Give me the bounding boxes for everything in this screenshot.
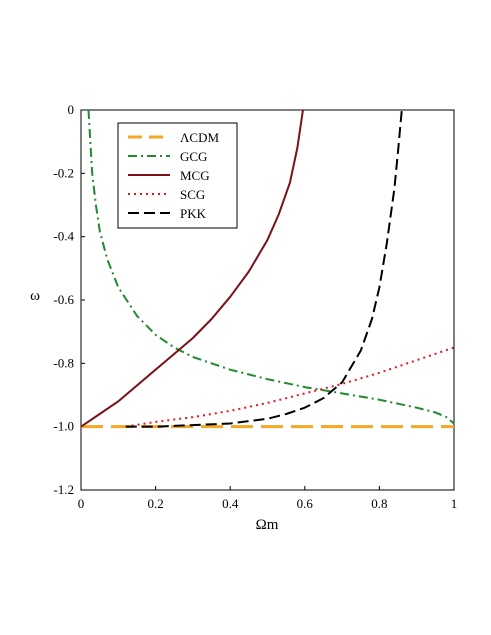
legend-label: MCG (180, 168, 210, 183)
x-tick-label: 1 (451, 496, 458, 511)
series-line-pkk (125, 109, 403, 428)
y-tick-label: -1.2 (53, 482, 74, 497)
series-line-gcg (87, 109, 455, 425)
x-tick-label: 0.8 (371, 496, 387, 511)
series-line-scg (125, 346, 455, 428)
y-axis-label: ω (30, 288, 40, 304)
x-tick-label: 0.2 (147, 496, 163, 511)
series-layer (80, 109, 455, 429)
x-tick-label: 0.4 (222, 496, 239, 511)
series-line-mcg (80, 109, 304, 428)
x-tick-label: 0.6 (297, 496, 314, 511)
axis-ticks: 0 0.2 0.4 0.6 0.8 1 0 -0.2 -0.4 -0.6 -0.8 -1.0 -1.2 (53, 102, 457, 511)
y-tick-label: -0.4 (53, 229, 74, 244)
legend-label: PKK (180, 206, 207, 221)
x-tick-label: 0 (78, 496, 85, 511)
y-tick-label: -0.8 (53, 355, 74, 370)
y-tick-label: -0.2 (53, 165, 74, 180)
legend-label: GCG (180, 149, 207, 164)
y-tick-label: 0 (68, 102, 75, 117)
x-axis-label: Ωm (256, 517, 279, 533)
legend-label: ΛCDM (180, 130, 219, 145)
y-tick-label: -1.0 (53, 419, 74, 434)
y-tick-label: -0.6 (53, 292, 74, 307)
legend-label: SCG (180, 187, 205, 202)
legend: ΛCDM GCG MCG SCG PKK (117, 122, 238, 229)
